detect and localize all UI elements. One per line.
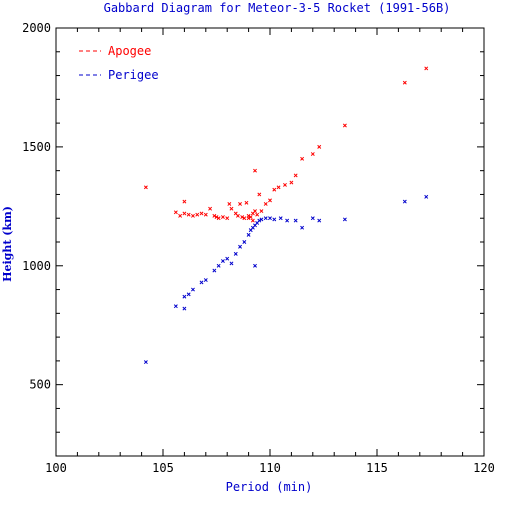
perigee-point bbox=[173, 304, 178, 309]
axis-ticks bbox=[55, 27, 485, 457]
apogee-point bbox=[289, 180, 294, 185]
x-tick-label: 105 bbox=[152, 461, 174, 475]
perigee-point bbox=[253, 263, 257, 268]
apogee-point bbox=[300, 156, 305, 161]
axis-tick-labels: 100 105 110 115 120 500 1000 1500 2000 bbox=[22, 21, 495, 475]
perigee-point bbox=[199, 280, 204, 285]
apogee-point bbox=[263, 202, 268, 206]
data-points bbox=[143, 66, 429, 365]
perigee-point bbox=[246, 232, 251, 237]
perigee-point bbox=[242, 240, 247, 244]
apogee-point bbox=[424, 66, 429, 71]
perigee-point bbox=[216, 263, 221, 268]
apogee-point bbox=[253, 209, 257, 214]
apogee-point bbox=[244, 200, 249, 205]
x-tick-label: 100 bbox=[45, 461, 67, 475]
apogee-point bbox=[182, 211, 187, 216]
apogee-point bbox=[255, 212, 260, 217]
perigee-point bbox=[229, 261, 234, 266]
apogee-point bbox=[283, 182, 287, 187]
perigee-point bbox=[238, 244, 242, 249]
apogee-point bbox=[268, 198, 272, 203]
apogee-point bbox=[227, 202, 232, 206]
apogee-point bbox=[310, 152, 315, 156]
apogee-point bbox=[240, 215, 245, 219]
perigee-point bbox=[424, 194, 429, 199]
y-tick-label: 500 bbox=[29, 378, 51, 392]
apogee-point bbox=[242, 216, 247, 221]
apogee-point bbox=[208, 206, 213, 211]
perigee-point bbox=[220, 259, 225, 263]
perigee-point bbox=[233, 251, 238, 256]
perigee-point bbox=[182, 306, 187, 311]
apogee-point bbox=[238, 202, 242, 206]
y-axis-label: Height (km) bbox=[1, 206, 14, 282]
perigee-point bbox=[310, 216, 315, 221]
perigee-point bbox=[342, 217, 347, 222]
apogee-point bbox=[143, 185, 148, 190]
apogee-point bbox=[216, 216, 221, 221]
apogee-point bbox=[229, 206, 234, 211]
legend-item-apogee: Apogee bbox=[79, 44, 151, 58]
apogee-point bbox=[402, 80, 407, 85]
perigee-point bbox=[285, 218, 290, 223]
apogee-point bbox=[212, 213, 217, 218]
apogee-point bbox=[214, 215, 219, 219]
apogee-point bbox=[199, 211, 204, 216]
plot-frame bbox=[55, 27, 485, 457]
x-tick-label: 120 bbox=[473, 461, 495, 475]
perigee-point bbox=[186, 292, 191, 297]
x-axis-label: Period (min) bbox=[226, 480, 313, 494]
perigee-point bbox=[402, 199, 407, 204]
legend-item-perigee: Perigee bbox=[79, 68, 159, 82]
perigee-point bbox=[203, 278, 208, 282]
apogee-point bbox=[253, 168, 257, 173]
apogee-point bbox=[191, 213, 195, 218]
perigee-point bbox=[268, 216, 272, 221]
chart-title: Gabbard Diagram for Meteor-3-5 Rocket (1… bbox=[104, 1, 451, 15]
y-tick-label: 1500 bbox=[22, 140, 51, 154]
perigee-point bbox=[182, 294, 187, 299]
y-tick-label: 1000 bbox=[22, 259, 51, 273]
perigee-point bbox=[212, 268, 217, 273]
apogee-point bbox=[257, 192, 262, 197]
apogee-point bbox=[235, 213, 240, 218]
perigee-point bbox=[257, 218, 262, 223]
apogee-point bbox=[220, 215, 225, 219]
apogee-point bbox=[259, 209, 264, 214]
apogee-point bbox=[173, 210, 178, 215]
perigee-point bbox=[259, 217, 264, 222]
x-tick-label: 115 bbox=[366, 461, 388, 475]
perigee-point bbox=[278, 216, 283, 221]
apogee-point bbox=[250, 218, 255, 223]
x-tick-label: 110 bbox=[259, 461, 281, 475]
apogee-point bbox=[248, 215, 253, 219]
apogee-point bbox=[178, 213, 183, 218]
perigee-point bbox=[263, 216, 268, 221]
apogee-point bbox=[342, 123, 347, 128]
apogee-point bbox=[203, 212, 208, 217]
perigee-point bbox=[225, 256, 230, 261]
perigee-point bbox=[143, 360, 148, 365]
perigee-point bbox=[272, 217, 277, 222]
apogee-point bbox=[246, 216, 251, 221]
apogee-point bbox=[293, 173, 298, 178]
apogee-point bbox=[186, 212, 191, 217]
perigee-point bbox=[317, 218, 322, 223]
perigee-point bbox=[300, 225, 305, 230]
perigee-point bbox=[191, 287, 195, 292]
y-tick-label: 2000 bbox=[22, 21, 51, 35]
apogee-point bbox=[195, 212, 200, 217]
apogee-point bbox=[317, 144, 322, 149]
apogee-point bbox=[225, 216, 230, 221]
legend-label-perigee: Perigee bbox=[108, 68, 159, 82]
apogee-point bbox=[182, 199, 187, 204]
perigee-point bbox=[293, 218, 298, 223]
apogee-point bbox=[276, 185, 281, 190]
legend-label-apogee: Apogee bbox=[108, 44, 151, 58]
legend: Apogee Perigee bbox=[79, 44, 159, 82]
apogee-point bbox=[272, 187, 277, 192]
